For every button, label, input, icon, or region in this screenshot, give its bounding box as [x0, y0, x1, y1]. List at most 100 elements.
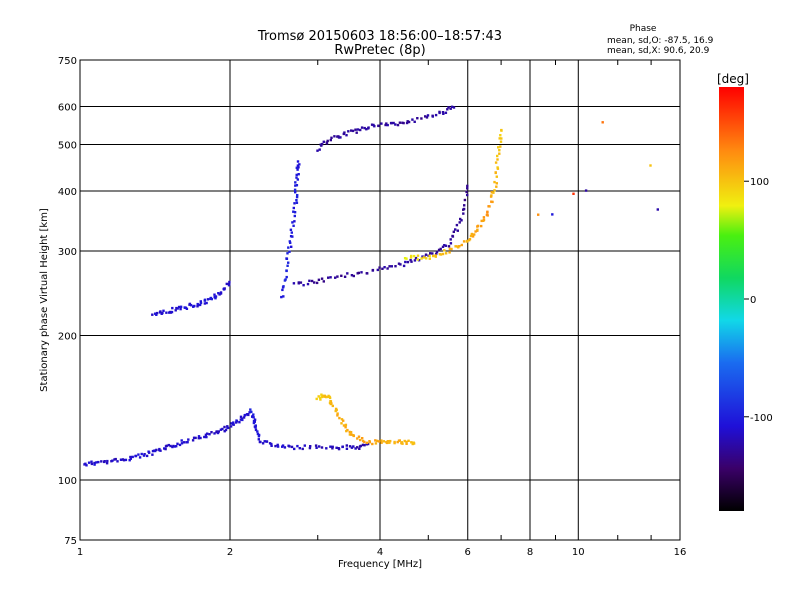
data-point [383, 266, 386, 269]
data-point [186, 441, 189, 444]
data-point [390, 265, 393, 268]
data-point [354, 447, 357, 450]
data-point [217, 430, 220, 433]
data-point [393, 441, 396, 445]
data-point [456, 229, 459, 232]
data-point [120, 458, 123, 461]
data-point [492, 191, 495, 194]
y-tick-label: 750 [58, 56, 77, 67]
data-point [443, 249, 446, 252]
data-point [450, 247, 453, 251]
data-point [252, 419, 256, 423]
data-point [376, 268, 379, 272]
data-point [252, 421, 256, 425]
data-point [399, 263, 402, 266]
data-point [498, 149, 501, 152]
data-point [344, 426, 347, 429]
data-point [448, 247, 452, 251]
data-point [308, 446, 312, 450]
data-point [106, 459, 109, 463]
data-point [360, 271, 363, 274]
data-point [498, 152, 501, 155]
data-point [435, 250, 439, 254]
data-point [386, 267, 389, 270]
data-point [329, 400, 332, 403]
data-points [83, 105, 659, 467]
data-point [337, 136, 341, 139]
data-point [462, 240, 466, 243]
data-point [285, 275, 288, 279]
data-point [410, 260, 413, 263]
data-point [356, 128, 359, 131]
data-point [219, 291, 223, 294]
data-point [128, 459, 131, 462]
data-point [342, 419, 345, 422]
data-point [428, 254, 431, 258]
data-point [161, 311, 164, 315]
data-point [336, 412, 339, 415]
data-point [347, 130, 350, 133]
data-point [294, 191, 297, 194]
data-point [400, 441, 403, 444]
data-point [204, 433, 208, 436]
data-point [350, 446, 354, 449]
data-point [495, 182, 498, 185]
data-point [205, 435, 208, 439]
data-point [584, 189, 588, 192]
tick-labels: 1 2 4 6 8 10 16 75 100 200 300 400 500 600 750 [58, 56, 686, 558]
data-point [209, 296, 213, 300]
data-point [449, 107, 452, 110]
data-point [308, 279, 311, 282]
data-point [281, 444, 285, 447]
data-point [442, 112, 445, 115]
data-point [355, 131, 358, 134]
data-point [360, 126, 364, 129]
data-point [402, 264, 406, 268]
chart-subtitle: RwPretec (8p) [334, 43, 425, 58]
data-point [179, 307, 182, 311]
data-point [142, 454, 146, 457]
data-point [205, 301, 208, 305]
data-point [294, 184, 297, 187]
data-point [493, 189, 496, 192]
phase-x-stats: mean, sd,X: 90.6, 20.9 [607, 46, 710, 56]
data-point [276, 445, 280, 448]
data-point [345, 134, 348, 137]
data-point [380, 122, 383, 125]
data-point [454, 228, 457, 231]
y-tick-label: 100 [58, 476, 77, 487]
data-point [471, 235, 475, 238]
data-point [336, 414, 339, 417]
data-point [191, 439, 195, 442]
data-point [295, 166, 298, 169]
data-point [500, 128, 503, 132]
data-point [405, 121, 409, 125]
data-point [328, 396, 332, 400]
data-point [375, 439, 379, 443]
data-point [352, 434, 355, 438]
data-point [455, 223, 459, 227]
x-tick-label: 2 [227, 547, 233, 558]
data-point [215, 430, 218, 434]
data-point [162, 309, 165, 312]
y-axis-label: Stationary phase Virtual Height [km] [39, 208, 50, 392]
data-point [397, 262, 401, 265]
data-point [416, 117, 419, 120]
data-point [499, 134, 502, 137]
data-point [280, 295, 283, 299]
data-point [414, 256, 418, 260]
data-point [114, 457, 117, 461]
data-point [374, 442, 378, 445]
data-point [263, 440, 266, 443]
data-point [326, 139, 329, 143]
data-point [124, 458, 128, 462]
data-point [238, 421, 241, 424]
y-tick-label: 300 [58, 247, 77, 258]
data-point [343, 275, 347, 278]
data-point [497, 146, 500, 149]
data-point [361, 443, 365, 447]
data-point [342, 424, 346, 427]
data-point [289, 228, 293, 231]
data-point [403, 439, 406, 443]
phase-title: Phase [630, 24, 657, 34]
